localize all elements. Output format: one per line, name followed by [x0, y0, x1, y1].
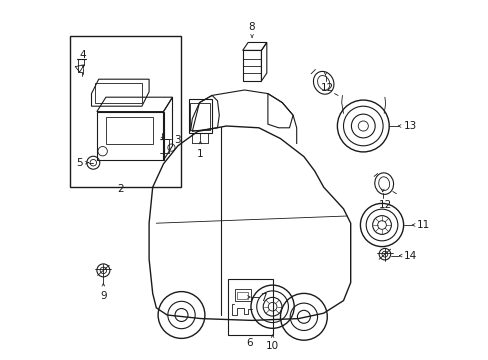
- Bar: [228, 279, 273, 335]
- Text: 11: 11: [416, 220, 429, 230]
- Bar: [237, 292, 247, 299]
- Text: 1: 1: [197, 149, 203, 159]
- Text: 8: 8: [248, 22, 255, 32]
- Text: 4: 4: [80, 50, 86, 60]
- Bar: [242, 50, 261, 81]
- Text: 7: 7: [259, 293, 265, 303]
- Text: 9: 9: [100, 291, 106, 301]
- Text: 6: 6: [246, 338, 253, 348]
- Text: 5: 5: [76, 158, 82, 168]
- Text: 12: 12: [320, 83, 333, 93]
- Bar: [70, 36, 181, 187]
- Text: 12: 12: [378, 200, 391, 210]
- Text: 14: 14: [403, 251, 416, 261]
- Bar: [106, 117, 152, 144]
- Bar: [235, 289, 250, 301]
- Text: 3: 3: [174, 135, 181, 145]
- Text: 13: 13: [403, 121, 416, 131]
- Bar: [188, 99, 212, 133]
- Bar: [190, 103, 210, 130]
- Bar: [97, 112, 163, 160]
- Bar: [95, 83, 142, 103]
- Text: 10: 10: [265, 341, 279, 351]
- Text: 2: 2: [117, 184, 123, 194]
